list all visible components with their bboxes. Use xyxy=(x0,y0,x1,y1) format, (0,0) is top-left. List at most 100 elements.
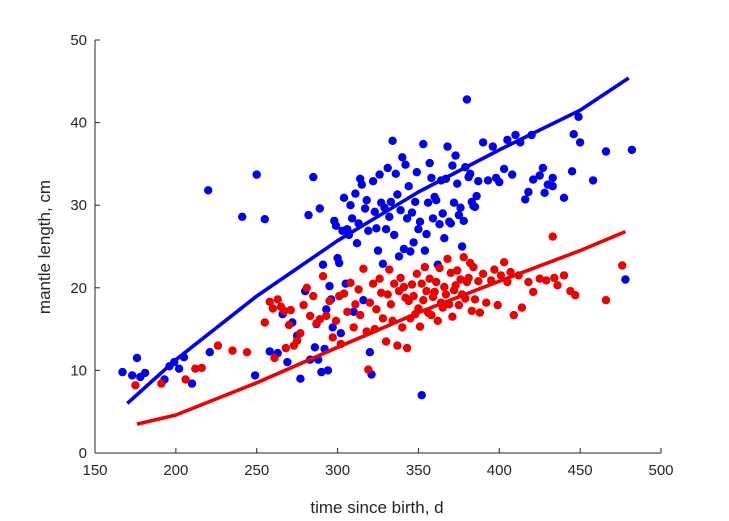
red-point-122 xyxy=(535,274,544,283)
red-point-71 xyxy=(415,322,425,331)
red-point-66 xyxy=(407,280,417,289)
blue-point-20 xyxy=(283,357,292,367)
red-point-54 xyxy=(386,300,396,309)
red-point-31 xyxy=(331,316,341,325)
blue-point-58 xyxy=(359,296,368,305)
red-point-49 xyxy=(377,288,386,297)
blue-point-68 xyxy=(375,170,384,179)
blue-point-120 xyxy=(459,216,468,226)
red-point-41 xyxy=(359,264,368,273)
red-point-114 xyxy=(499,258,509,267)
red-point-113 xyxy=(496,271,506,280)
y-axis-title: mantle length, cm xyxy=(35,180,54,314)
blue-point-141 xyxy=(524,187,533,197)
red-point-30 xyxy=(328,333,337,342)
blue-point-32 xyxy=(317,367,326,377)
red-point-1 xyxy=(157,379,166,388)
red-point-11 xyxy=(270,353,279,363)
blue-point-78 xyxy=(391,169,400,178)
blue-point-4 xyxy=(140,368,150,378)
blue-point-145 xyxy=(538,163,548,173)
blue-point-99 xyxy=(425,158,434,168)
blue-point-35 xyxy=(322,305,331,314)
red-point-112 xyxy=(493,300,502,310)
blue-point-75 xyxy=(386,197,396,207)
blue-point-157 xyxy=(621,275,630,284)
red-point-24 xyxy=(309,291,318,301)
red-point-74 xyxy=(420,262,430,272)
red-point-88 xyxy=(443,254,452,264)
blue-point-152 xyxy=(569,130,578,139)
red-point-3 xyxy=(191,364,200,373)
red-point-51 xyxy=(381,337,391,346)
red-point-29 xyxy=(325,296,334,306)
red-point-95 xyxy=(454,300,464,310)
blue-point-122 xyxy=(462,95,472,104)
red-point-50 xyxy=(378,314,388,323)
red-point-131 xyxy=(618,261,627,270)
red-point-117 xyxy=(509,310,518,320)
blue-point-12 xyxy=(205,348,214,357)
blue-point-74 xyxy=(385,212,394,221)
blue-point-73 xyxy=(383,163,392,173)
blue-point-149 xyxy=(548,173,557,183)
blue-point-77 xyxy=(390,230,399,240)
red-point-16 xyxy=(284,320,294,330)
blue-point-72 xyxy=(381,225,391,234)
blue-point-66 xyxy=(372,224,381,233)
red-point-26 xyxy=(315,315,324,324)
y-tick-label: 0 xyxy=(79,445,87,462)
red-point-75 xyxy=(422,286,431,296)
blue-point-90 xyxy=(411,197,420,207)
blue-point-64 xyxy=(368,177,378,186)
blue-point-118 xyxy=(456,203,465,212)
blue-point-94 xyxy=(417,391,426,400)
red-point-34 xyxy=(339,289,349,298)
red-point-56 xyxy=(390,279,399,288)
red-point-91 xyxy=(448,312,457,321)
blue-point-137 xyxy=(508,170,517,179)
blue-point-113 xyxy=(448,161,457,170)
blue-point-23 xyxy=(296,374,305,383)
red-point-86 xyxy=(440,282,449,292)
red-point-12 xyxy=(273,295,282,304)
red-point-81 xyxy=(432,277,441,287)
blue-point-31 xyxy=(315,204,324,213)
x-tick-label: 300 xyxy=(325,462,350,479)
blue-point-16 xyxy=(260,215,269,224)
blue-point-148 xyxy=(548,182,557,191)
red-point-124 xyxy=(548,232,557,241)
red-point-101 xyxy=(464,273,473,283)
blue-point-155 xyxy=(588,176,598,185)
blue-point-127 xyxy=(470,202,480,212)
y-tick-label: 50 xyxy=(70,32,87,49)
red-point-69 xyxy=(412,269,421,278)
red-point-38 xyxy=(351,300,360,309)
red-point-53 xyxy=(385,265,394,274)
blue-point-25 xyxy=(304,210,313,220)
blue-point-60 xyxy=(362,196,371,205)
red-point-35 xyxy=(343,307,352,316)
blue-point-131 xyxy=(483,176,493,185)
red-point-82 xyxy=(433,316,442,325)
red-point-52 xyxy=(383,290,392,299)
red-point-116 xyxy=(506,267,515,277)
blue-point-1 xyxy=(128,371,137,380)
red-point-105 xyxy=(470,295,480,304)
blue-point-143 xyxy=(529,175,538,184)
blue-point-59 xyxy=(360,204,370,213)
blue-point-86 xyxy=(404,182,413,191)
blue-point-91 xyxy=(412,168,421,177)
red-point-39 xyxy=(354,285,363,294)
red-point-8 xyxy=(260,318,269,327)
blue-point-153 xyxy=(574,112,583,122)
red-point-2 xyxy=(181,375,190,384)
red-point-123 xyxy=(542,276,551,285)
blue-point-103 xyxy=(432,196,441,205)
blue-point-101 xyxy=(428,214,438,223)
blue-point-33 xyxy=(318,260,328,269)
red-point-4 xyxy=(197,363,206,373)
red-point-103 xyxy=(467,306,476,316)
red-point-73 xyxy=(419,296,428,305)
blue-point-116 xyxy=(453,179,462,188)
